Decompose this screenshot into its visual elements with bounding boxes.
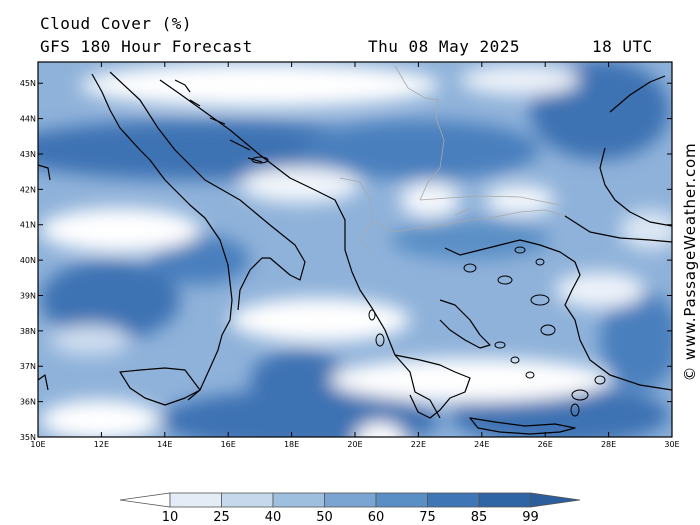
lon-label: 26E [538,440,553,449]
chart-title: Cloud Cover (%) [40,14,192,33]
colorbar-label: 85 [471,510,488,525]
lon-label: 22E [411,440,426,449]
colorbar-segment [169,492,222,508]
longitude-ticks: 10E 12E 14E 16E 18E 20E 22E 24E 26E 28E 30E [30,62,680,449]
forecast-date: Thu 08 May 2025 [368,37,520,56]
lat-label: 35N [20,433,36,442]
lon-label: 30E [664,440,679,449]
lon-label: 28E [601,440,616,449]
coastlines [38,71,672,435]
colorbar-segment [221,492,274,508]
lon-label: 14E [157,440,172,449]
colorbar-label: 75 [419,510,436,525]
colorbar-label: 10 [162,510,179,525]
lat-label: 45N [20,79,36,88]
lat-label: 37N [20,362,36,371]
lon-label: 24E [474,440,489,449]
lon-label: 10E [30,440,45,449]
colorbar-segment [272,492,325,508]
colorbar-arrow-low [119,492,171,508]
latitude-ticks: 45N 44N 43N 42N 41N 40N 39N 38N 37N 36N 35N [20,79,672,442]
lat-label: 40N [20,256,36,265]
lon-label: 16E [221,440,236,449]
colorbar-label: 25 [213,510,230,525]
lat-label: 38N [20,327,36,336]
colorbar-label: 50 [316,510,333,525]
colorbar-label: 60 [368,510,385,525]
lon-label: 12E [94,440,109,449]
forecast-time: 18 UTC [592,37,653,56]
country-borders [339,65,566,253]
colorbar-segment [375,492,428,508]
colorbar-label: 99 [522,510,539,525]
lat-label: 42N [20,185,36,194]
copyright-credit: © www.PassageWeather.com [681,142,699,382]
colorbar-arrow-high [530,492,581,508]
lat-label: 39N [20,291,36,300]
lon-label: 20E [347,440,362,449]
colorbar-segment [478,492,531,508]
colorbar: 10 25 40 50 60 75 85 99 [119,492,581,525]
lat-label: 43N [20,150,36,159]
lat-label: 41N [20,221,36,230]
colorbar-segment [427,492,480,508]
cloud-field [38,62,672,437]
lat-label: 36N [20,398,36,407]
islands [251,156,606,417]
forecast-subtitle: GFS 180 Hour Forecast [40,37,253,56]
colorbar-segment [324,492,377,508]
colorbar-label: 40 [265,510,282,525]
lon-label: 18E [284,440,299,449]
lat-label: 44N [20,115,36,124]
